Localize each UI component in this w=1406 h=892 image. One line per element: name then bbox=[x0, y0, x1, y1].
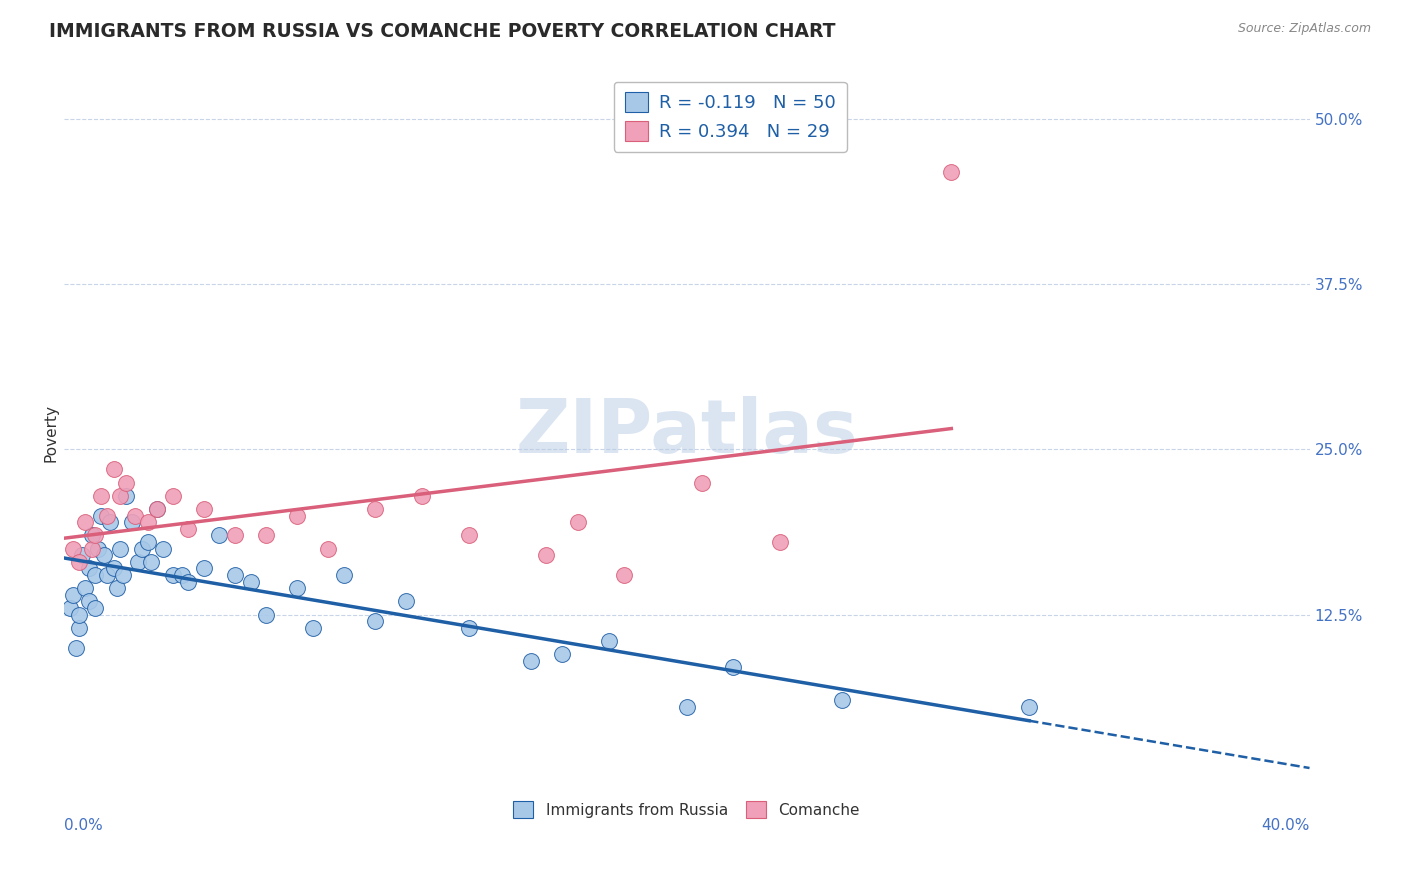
Point bbox=[103, 561, 125, 575]
Point bbox=[59, 601, 82, 615]
Point bbox=[285, 581, 308, 595]
Point bbox=[90, 489, 112, 503]
Point bbox=[67, 607, 90, 622]
Point bbox=[831, 693, 853, 707]
Point bbox=[67, 555, 90, 569]
Point bbox=[941, 165, 963, 179]
Point bbox=[83, 528, 105, 542]
Point bbox=[121, 515, 143, 529]
Point bbox=[103, 462, 125, 476]
Point bbox=[136, 535, 159, 549]
Point bbox=[193, 561, 215, 575]
Text: 40.0%: 40.0% bbox=[1261, 818, 1309, 833]
Point bbox=[613, 568, 636, 582]
Point bbox=[364, 502, 387, 516]
Point bbox=[520, 654, 543, 668]
Point bbox=[87, 541, 110, 556]
Point bbox=[769, 535, 792, 549]
Point bbox=[96, 568, 118, 582]
Point bbox=[333, 568, 356, 582]
Text: ZIPatlas: ZIPatlas bbox=[515, 396, 858, 469]
Point bbox=[457, 528, 479, 542]
Point bbox=[90, 508, 112, 523]
Point bbox=[395, 594, 418, 608]
Point bbox=[83, 601, 105, 615]
Point bbox=[62, 588, 84, 602]
Point bbox=[111, 568, 134, 582]
Point bbox=[115, 475, 138, 490]
Point bbox=[139, 555, 162, 569]
Point bbox=[318, 541, 340, 556]
Point bbox=[72, 548, 94, 562]
Point bbox=[96, 508, 118, 523]
Point bbox=[254, 607, 277, 622]
Point bbox=[100, 515, 122, 529]
Point bbox=[146, 502, 169, 516]
Point bbox=[75, 515, 97, 529]
Point bbox=[105, 581, 128, 595]
Point bbox=[690, 475, 713, 490]
Point bbox=[77, 561, 100, 575]
Point bbox=[146, 502, 169, 516]
Point bbox=[598, 634, 620, 648]
Point bbox=[170, 568, 193, 582]
Legend: Immigrants from Russia, Comanche: Immigrants from Russia, Comanche bbox=[508, 795, 866, 824]
Text: IMMIGRANTS FROM RUSSIA VS COMANCHE POVERTY CORRELATION CHART: IMMIGRANTS FROM RUSSIA VS COMANCHE POVER… bbox=[49, 22, 835, 41]
Point bbox=[65, 640, 87, 655]
Point bbox=[567, 515, 589, 529]
Point bbox=[83, 568, 105, 582]
Point bbox=[239, 574, 262, 589]
Point bbox=[177, 522, 200, 536]
Point bbox=[75, 581, 97, 595]
Point bbox=[177, 574, 200, 589]
Point bbox=[285, 508, 308, 523]
Point bbox=[152, 541, 174, 556]
Point bbox=[67, 621, 90, 635]
Point bbox=[93, 548, 115, 562]
Point bbox=[208, 528, 231, 542]
Point bbox=[127, 555, 149, 569]
Point bbox=[224, 568, 246, 582]
Point bbox=[551, 647, 574, 661]
Point bbox=[162, 568, 184, 582]
Point bbox=[723, 660, 745, 674]
Text: 0.0%: 0.0% bbox=[63, 818, 103, 833]
Point bbox=[224, 528, 246, 542]
Point bbox=[162, 489, 184, 503]
Point bbox=[1018, 700, 1040, 714]
Point bbox=[80, 541, 103, 556]
Point bbox=[115, 489, 138, 503]
Point bbox=[364, 614, 387, 628]
Y-axis label: Poverty: Poverty bbox=[44, 404, 58, 462]
Point bbox=[62, 541, 84, 556]
Point bbox=[675, 700, 697, 714]
Point bbox=[254, 528, 277, 542]
Point bbox=[108, 489, 131, 503]
Point bbox=[411, 489, 433, 503]
Point bbox=[80, 528, 103, 542]
Point bbox=[302, 621, 325, 635]
Point bbox=[136, 515, 159, 529]
Point bbox=[457, 621, 479, 635]
Point bbox=[77, 594, 100, 608]
Text: Source: ZipAtlas.com: Source: ZipAtlas.com bbox=[1237, 22, 1371, 36]
Point bbox=[536, 548, 558, 562]
Point bbox=[193, 502, 215, 516]
Point bbox=[124, 508, 146, 523]
Point bbox=[131, 541, 153, 556]
Point bbox=[108, 541, 131, 556]
